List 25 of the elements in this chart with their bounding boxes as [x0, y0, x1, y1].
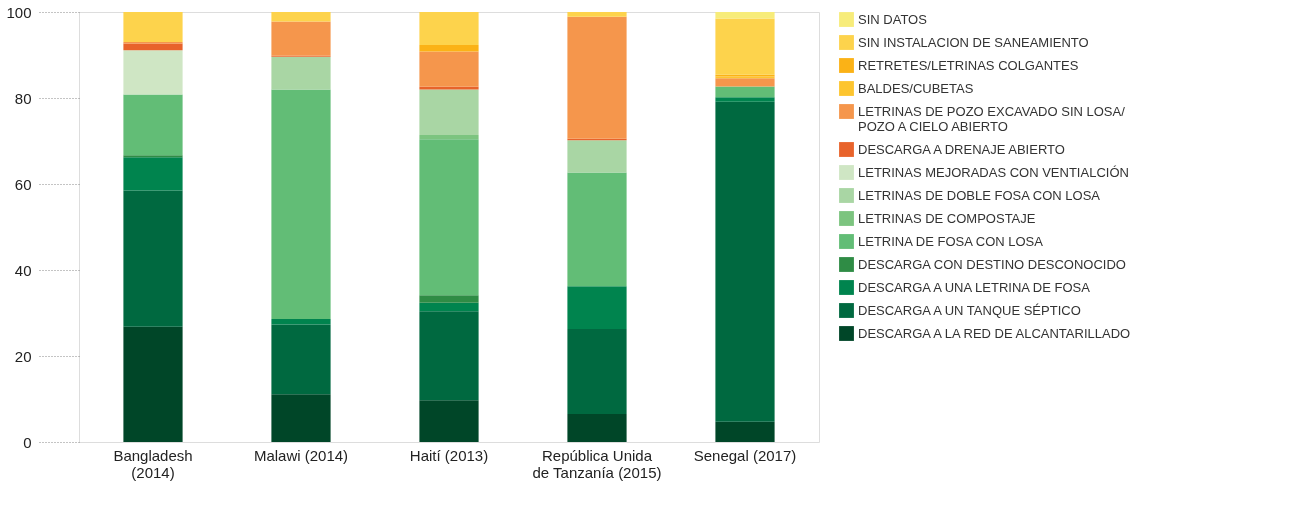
legend-label: LETRINAS DE POZO EXCAVADO SIN LOSA/ POZO A CIELO ABIERTO: [858, 103, 1126, 134]
legend-label: DESCARGA CON DESTINO DESCONOCIDO: [858, 256, 1126, 272]
x-tick-label: Bangladesh (2014): [113, 446, 193, 481]
x-tick-label: Haití (2013): [409, 446, 489, 464]
y-tick-label: 80: [14, 89, 32, 107]
x-tick-label: Senegal (2017): [693, 446, 797, 464]
x-tick-label: Malawi (2014): [253, 446, 349, 464]
legend-label: DESCARGA A UN TANQUE SÉPTICO: [858, 302, 1081, 318]
legend-label: SIN DATOS: [858, 11, 928, 27]
y-tick-label: 100: [6, 3, 32, 21]
y-tick-label: 40: [14, 261, 32, 279]
legend-label: BALDES/CUBETAS: [858, 80, 974, 96]
legend-label: SIN INSTALACION DE SANEAMIENTO: [858, 34, 1089, 50]
legend-label: RETRETES/LETRINAS COLGANTES: [858, 57, 1079, 73]
legend-label: DESCARGA A UNA LETRINA DE FOSA: [858, 279, 1091, 295]
legend-label: LETRINA DE FOSA CON LOSA: [858, 233, 1044, 249]
legend-label: LETRINAS MEJORADAS CON VENTIALCIÓN: [858, 164, 1129, 180]
y-tick-label: 60: [14, 175, 32, 193]
y-tick-label: 20: [14, 347, 32, 365]
legend-label: LETRINAS DE DOBLE FOSA CON LOSA: [858, 187, 1101, 203]
y-tick-label: 0: [23, 433, 32, 451]
x-tick-label: República Unida de Tanzanía (2015): [532, 446, 662, 481]
legend-label: LETRINAS DE COMPOSTAJE: [858, 210, 1036, 226]
legend-label: DESCARGA A DRENAJE ABIERTO: [858, 141, 1065, 157]
legend-label: DESCARGA A LA RED DE ALCANTARILLADO: [858, 325, 1131, 341]
